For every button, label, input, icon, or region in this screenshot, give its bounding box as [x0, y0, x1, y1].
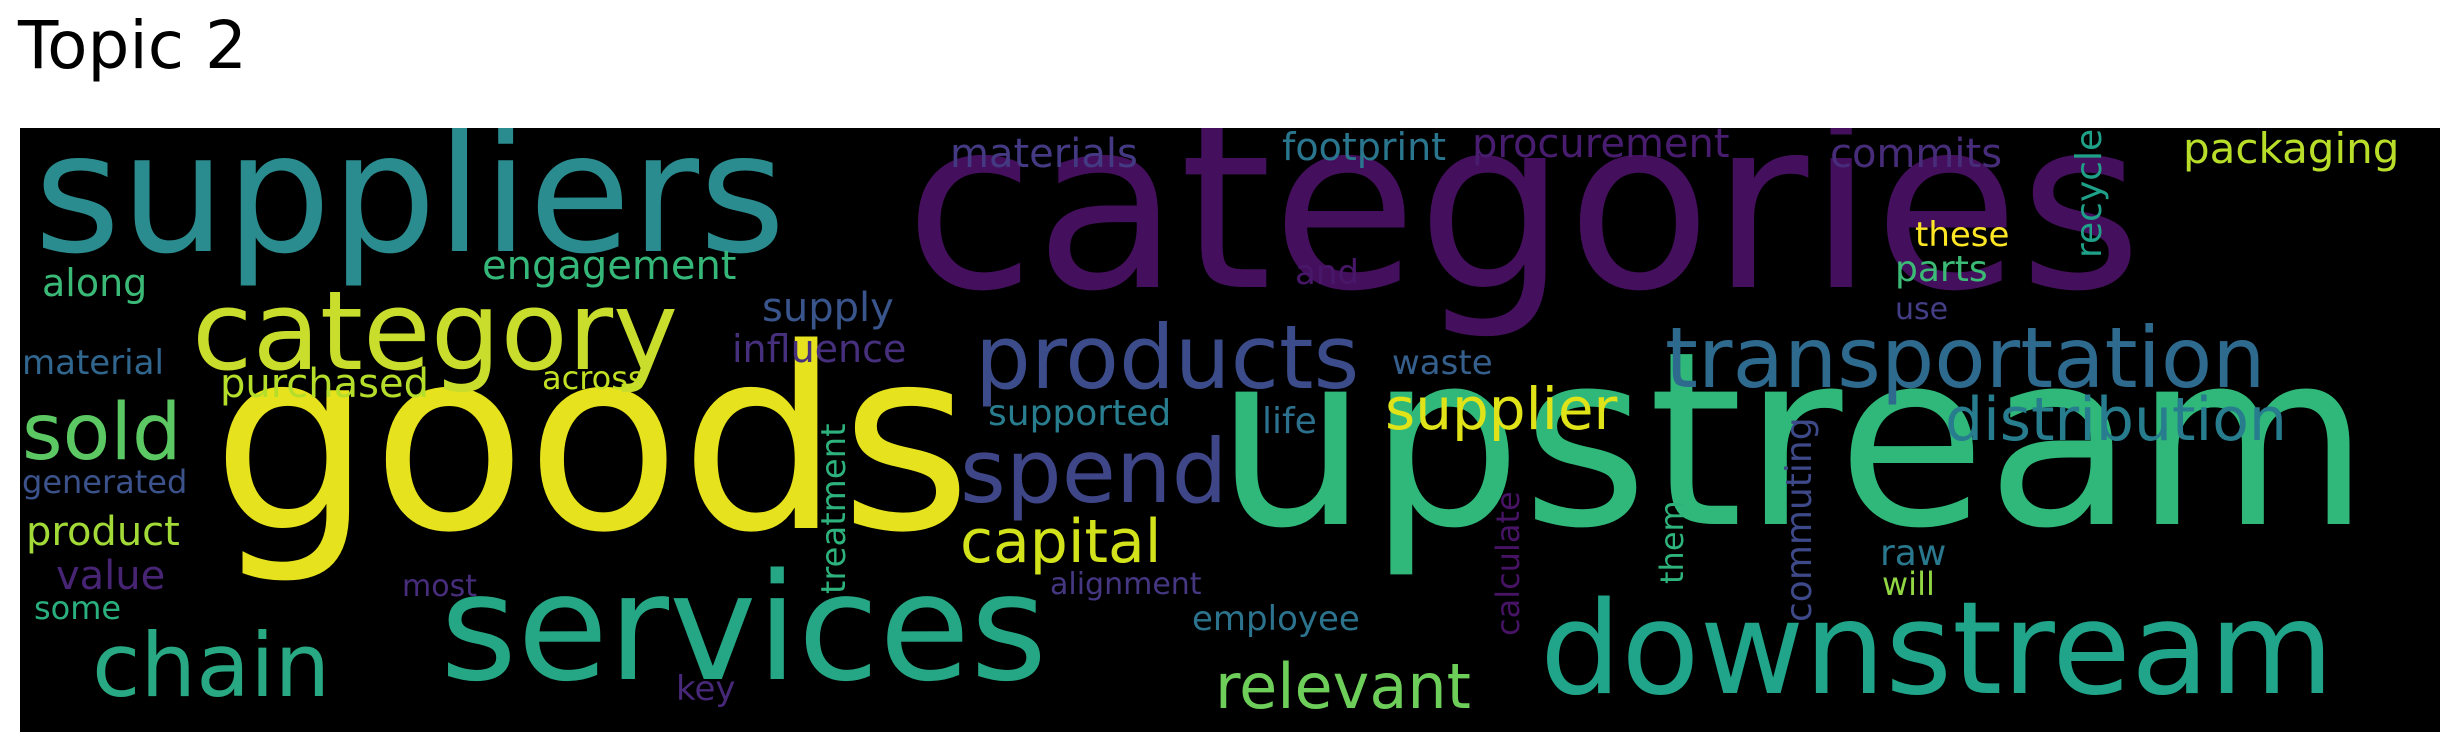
word-influence: influence [732, 327, 907, 371]
word-along: along [42, 261, 148, 305]
word-procurement: procurement [1472, 128, 1730, 167]
word-cloud: categories goods upstream suppliers serv… [20, 128, 2440, 732]
word-life: life [1262, 401, 1317, 442]
word-commits: commits [1830, 131, 2003, 177]
word-packaging: packaging [2183, 128, 2400, 173]
word-downstream: downstream [1540, 575, 2334, 724]
word-waste: waste [1392, 343, 1493, 383]
word-raw: raw [1880, 533, 1947, 574]
word-these: these [1915, 215, 2010, 255]
word-supply: supply [762, 285, 894, 331]
word-use: use [1895, 292, 1949, 327]
word-sold: sold [22, 388, 182, 478]
word-distribution: distribution [1945, 385, 2287, 455]
word-value: value [56, 553, 166, 599]
word-some: some [34, 589, 122, 627]
word-goods: goods [212, 295, 972, 588]
word-footprint: footprint [1282, 128, 1447, 169]
word-generated: generated [22, 463, 188, 501]
word-categories: categories [905, 128, 2143, 343]
word-key: key [676, 669, 736, 709]
word-suppliers: suppliers [34, 128, 786, 291]
word-product: product [26, 509, 180, 555]
word-relevant: relevant [1215, 650, 1471, 723]
word-services: services [440, 542, 1048, 714]
word-across: across [542, 359, 645, 397]
word-will: will [1882, 565, 1935, 603]
word-materials: materials [950, 131, 1138, 177]
word-supported: supported [988, 393, 1172, 434]
word-most: most [402, 569, 477, 604]
word-supplier: supplier [1385, 375, 1618, 443]
word-transportation: transportation [1665, 309, 2266, 407]
word-material: material [22, 343, 164, 383]
word-employee: employee [1192, 599, 1360, 639]
word-treatment: treatment [814, 423, 854, 594]
word-them: them [1653, 500, 1691, 584]
word-spend: spend [960, 420, 1228, 523]
word-recycled: recycled [2069, 128, 2110, 258]
word-parts: parts [1895, 249, 1988, 290]
word-products: products [975, 306, 1360, 409]
word-category: category [192, 267, 679, 395]
word-upstream: upstream [1215, 300, 2371, 582]
page-title: Topic 2 [18, 7, 247, 84]
word-alignment: alignment [1050, 567, 1202, 602]
word-chain: chain [92, 614, 331, 717]
word-engagement: engagement [482, 243, 737, 289]
word-commuting: commuting [1779, 417, 1820, 622]
word-and: and [1295, 253, 1359, 293]
word-purchased: purchased [220, 361, 430, 407]
word-capital: capital [960, 507, 1162, 577]
word-calculate: calculate [1489, 491, 1527, 636]
